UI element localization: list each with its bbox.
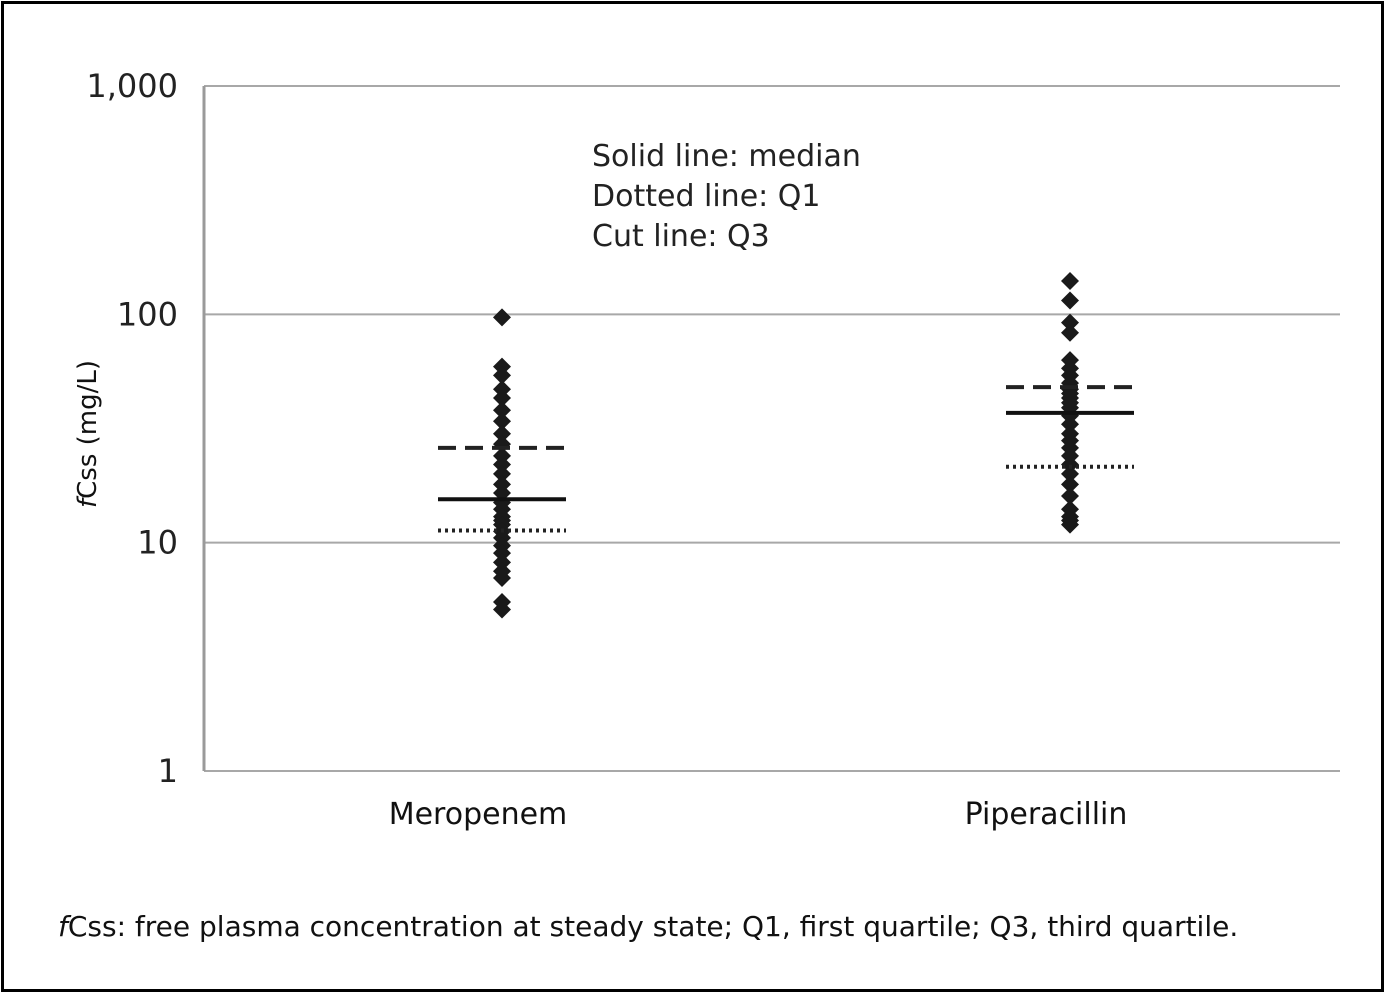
annotation-median: Solid line: median [592, 139, 861, 174]
y-tick-labels: 1 10 100 1,000 [86, 67, 178, 790]
grid [204, 85, 1340, 772]
point-0-11 [493, 464, 511, 483]
y-axis-label: fCss (mg/L) [73, 360, 103, 508]
point-0-25 [493, 569, 511, 588]
point-0-7 [493, 424, 511, 443]
point-0-0 [493, 308, 511, 327]
point-1-3 [1061, 323, 1079, 342]
annotation-legend: Solid line: median Dotted line: Q1 Cut l… [592, 139, 861, 254]
point-0-6 [493, 412, 511, 431]
y-tick-label-0: 1 [158, 752, 178, 790]
point-0-2 [493, 366, 511, 385]
point-1-26 [1061, 515, 1079, 534]
x-category-label-1: Piperacillin [965, 797, 1128, 832]
annotation-q3: Cut line: Q3 [592, 219, 770, 254]
chart: 1 10 100 1,000 fCss (mg/L) Solid line: medi… [73, 67, 1340, 832]
y-tick-label-1: 10 [137, 524, 178, 562]
point-0-4 [493, 389, 511, 408]
footnote-italic: f [58, 910, 68, 943]
point-0-22 [493, 544, 511, 563]
point-1-21 [1061, 475, 1079, 494]
point-0-5 [493, 401, 511, 420]
point-1-22 [1061, 487, 1079, 506]
point-1-19 [1061, 455, 1079, 474]
point-1-14 [1061, 415, 1079, 434]
annotation-q1: Dotted line: Q1 [592, 179, 821, 214]
point-1-2 [1061, 313, 1079, 332]
y-axis-label-rest: Css (mg/L) [73, 360, 103, 499]
point-1-20 [1061, 464, 1079, 483]
y-tick-label-2: 100 [117, 295, 178, 333]
footnote-text: Css: free plasma concentration at steady… [67, 910, 1239, 943]
x-category-label-0: Meropenem [389, 797, 568, 832]
point-0-10 [493, 455, 511, 474]
footnote: fCss: free plasma concentration at stead… [58, 910, 1238, 943]
point-1-0 [1061, 271, 1079, 290]
point-0-27 [493, 600, 511, 619]
point-1-1 [1061, 291, 1079, 310]
x-category-labels: Meropenem Piperacillin [389, 797, 1128, 832]
y-tick-label-3: 1,000 [86, 67, 178, 105]
data-marks [438, 271, 1134, 619]
